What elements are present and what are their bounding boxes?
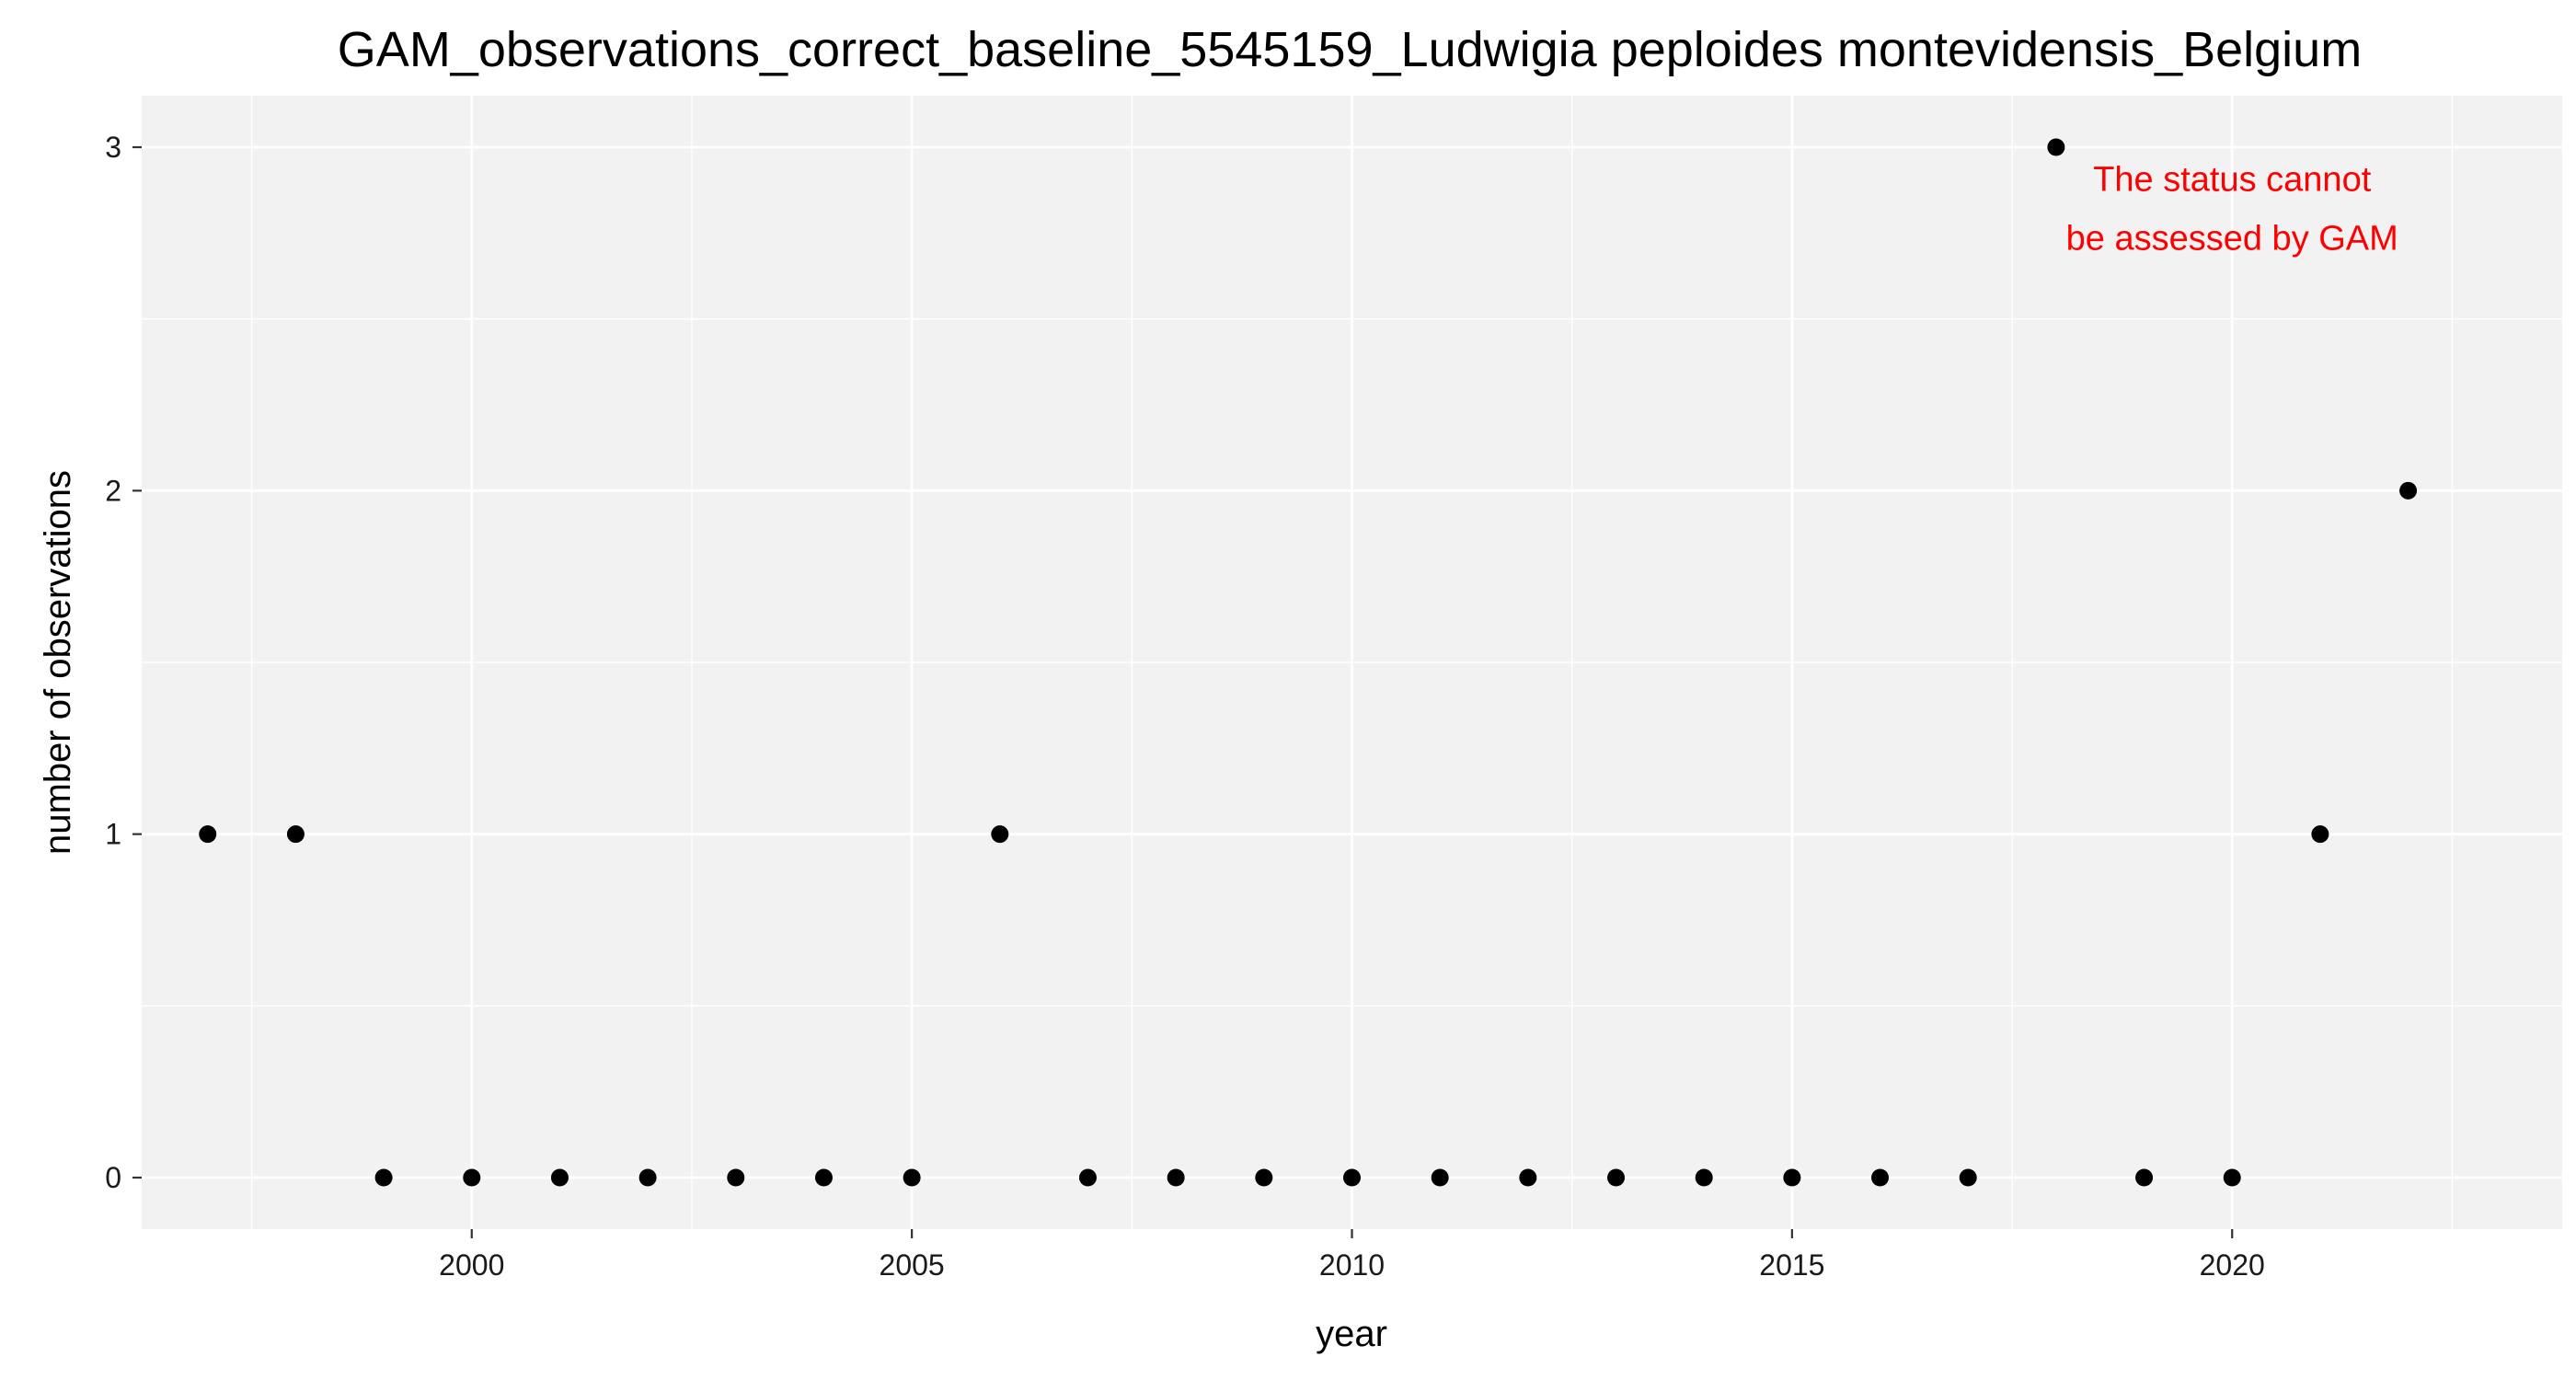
data-points — [199, 138, 2418, 1187]
x-tick-label: 2005 — [880, 1248, 945, 1282]
y-tick-label: 0 — [105, 1161, 121, 1194]
data-point — [550, 1168, 569, 1187]
data-point — [2135, 1168, 2154, 1187]
x-tick-label: 2000 — [439, 1248, 504, 1282]
data-point — [727, 1168, 745, 1187]
data-point — [1607, 1168, 1626, 1187]
data-point — [1167, 1168, 1185, 1187]
x-axis: 2000 2005 2010 2015 2020 — [439, 1229, 2265, 1282]
chart-title: GAM_observations_correct_baseline_554515… — [338, 22, 2362, 77]
data-point — [2047, 138, 2065, 156]
data-point — [463, 1168, 481, 1187]
x-tick-label: 2010 — [1319, 1248, 1385, 1282]
data-point — [1783, 1168, 1801, 1187]
data-point — [199, 825, 217, 844]
y-tick-label: 1 — [105, 818, 121, 851]
data-point — [374, 1168, 393, 1187]
y-tick-label: 2 — [105, 474, 121, 507]
data-point — [1959, 1168, 1977, 1187]
data-point — [2399, 481, 2418, 500]
annotation-line-1: The status cannot — [2093, 161, 2372, 200]
major-gridlines — [142, 96, 2562, 1229]
data-point — [1519, 1168, 1537, 1187]
data-point — [1871, 1168, 1890, 1187]
data-point — [1255, 1168, 1273, 1187]
y-tick-label: 3 — [105, 131, 121, 164]
data-point — [2311, 825, 2329, 844]
data-point — [638, 1168, 657, 1187]
annotation-line-2: be assessed by GAM — [2066, 220, 2398, 259]
annotation: The status cannot be assessed by GAM — [2066, 161, 2398, 259]
data-point — [2223, 1168, 2241, 1187]
data-point — [286, 825, 305, 844]
data-point — [1343, 1168, 1361, 1187]
data-point — [1695, 1168, 1713, 1187]
y-axis-title: number of observations — [38, 470, 78, 855]
data-point — [991, 825, 1009, 844]
x-tick-label: 2020 — [2200, 1248, 2265, 1282]
data-point — [1078, 1168, 1097, 1187]
data-point — [1431, 1168, 1449, 1187]
x-axis-title: year — [1316, 1314, 1387, 1354]
data-point — [814, 1168, 833, 1187]
data-point — [903, 1168, 921, 1187]
y-axis: 0 1 2 3 — [105, 131, 142, 1194]
x-tick-label: 2015 — [1759, 1248, 1824, 1282]
